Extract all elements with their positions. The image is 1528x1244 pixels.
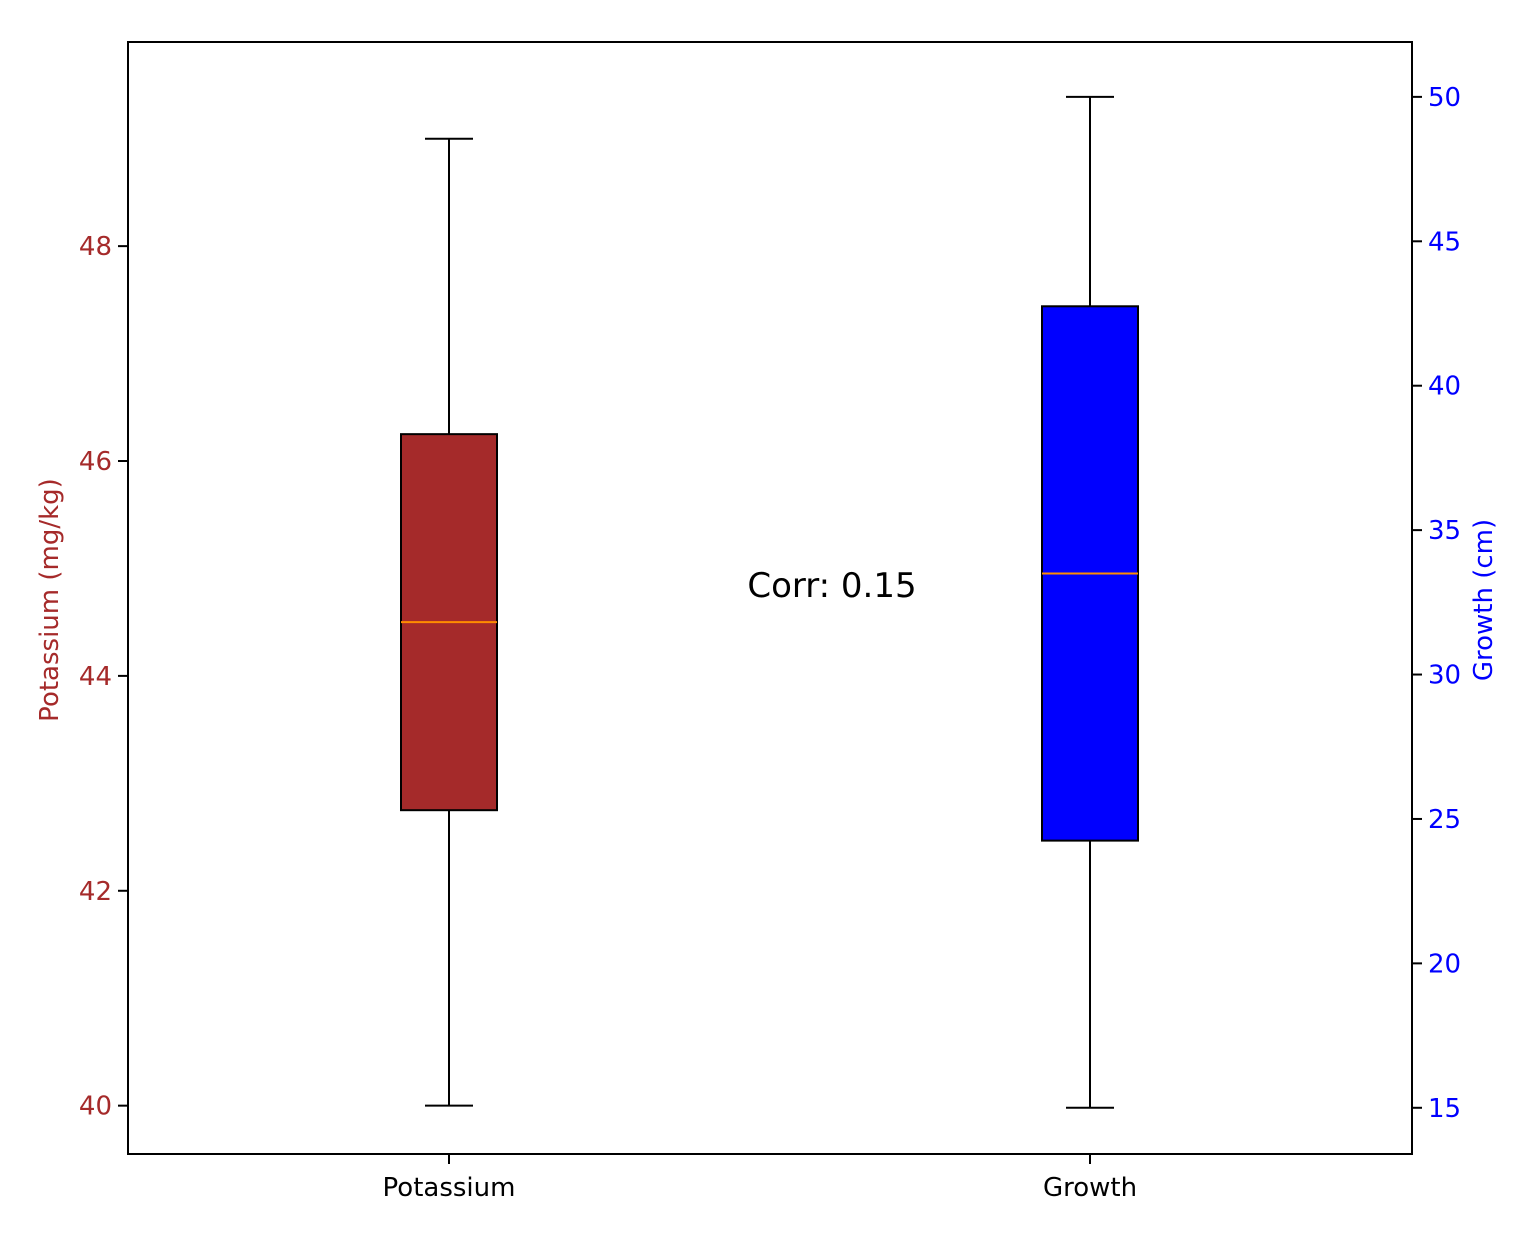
right-axis-label: Growth (cm): [1469, 519, 1499, 681]
right-tick-label: 35: [1428, 516, 1461, 546]
box-growth: [1041, 95, 1139, 1109]
right-tick-label: 50: [1428, 83, 1461, 113]
left-axis-label: Potassium (mg/kg): [35, 478, 65, 722]
box-potassium: [400, 137, 498, 1107]
left-tick-label: 46: [79, 447, 112, 477]
right-tick-label: 25: [1428, 805, 1461, 835]
x-tick-label: Growth: [1043, 1173, 1137, 1203]
right-tick-label: 30: [1428, 661, 1461, 691]
left-tick-label: 42: [79, 877, 112, 907]
right-tick-label: 45: [1428, 227, 1461, 257]
boxes-layer: [400, 95, 1139, 1109]
right-tick-label: 40: [1428, 372, 1461, 402]
left-tick-label: 40: [79, 1092, 112, 1122]
x-tick-label: Potassium: [383, 1173, 516, 1203]
x-axis: Potassium Growth: [383, 1154, 1137, 1203]
right-tick-label: 15: [1428, 1094, 1461, 1124]
left-tick-label: 48: [79, 232, 112, 262]
correlation-annotation: Corr: 0.15: [747, 566, 916, 606]
plot-frame: [127, 41, 1413, 1155]
right-axis: 15 20 25 30 35 40 45 50: [1412, 83, 1461, 1124]
right-tick-label: 20: [1428, 949, 1461, 979]
left-tick-label: 44: [79, 662, 112, 692]
left-axis: 40 42 44 46 48: [79, 232, 128, 1122]
